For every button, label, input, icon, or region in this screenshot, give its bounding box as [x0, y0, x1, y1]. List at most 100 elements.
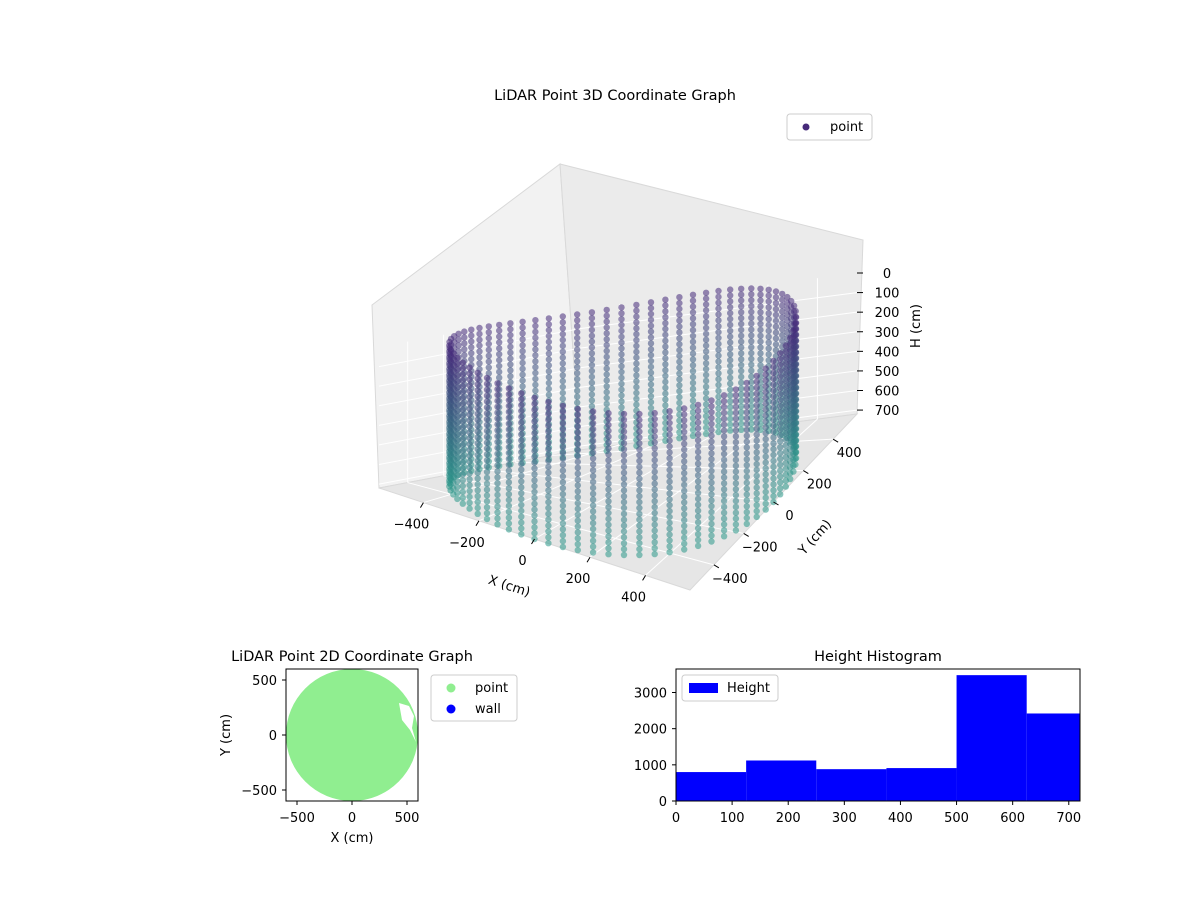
scatter-point-3d — [636, 422, 643, 429]
scatter-point-3d — [738, 315, 745, 322]
scatter-point-3d — [459, 465, 466, 472]
scatter-point-3d — [459, 453, 466, 460]
scatter-point-3d — [720, 427, 728, 434]
scatter-point-3d — [636, 510, 643, 518]
scatter-point-3d — [454, 372, 461, 379]
scatter-point-3d — [483, 468, 491, 476]
scatter-point-3d — [662, 343, 669, 350]
scatter-point-3d — [782, 412, 789, 420]
scatter-point-3d — [651, 533, 658, 540]
scatter-point-3d — [777, 379, 784, 386]
scatter-point-3d — [574, 470, 581, 477]
scatter-point-3d — [559, 479, 567, 486]
scatter-point-3d — [765, 339, 772, 346]
scatter-point-3d — [483, 404, 491, 411]
scatter-point-3d — [559, 348, 566, 355]
scatter-point-3d — [753, 378, 760, 385]
scatter-point-3d — [459, 500, 466, 507]
scatter-point-3d — [762, 465, 769, 472]
scatter-point-3d — [720, 462, 728, 469]
scatter-point-3d — [708, 532, 715, 539]
scatter-point-3d — [694, 407, 702, 414]
scatter-point-3d — [694, 536, 702, 544]
scatter-point-3d — [574, 458, 581, 466]
scatter-point-3d — [727, 339, 734, 346]
scatter-point-3d — [474, 457, 481, 465]
scatter-point-3d — [681, 422, 688, 430]
y-tick-label: 2000 — [634, 723, 667, 738]
scatter-point-3d — [782, 418, 789, 426]
scatter-point-3d — [651, 415, 658, 423]
scatter-point-3d — [476, 324, 483, 332]
scatter-point-3d — [715, 393, 722, 400]
scatter-point-3d — [466, 423, 473, 430]
scatter-point-3d — [505, 420, 513, 427]
scatter-point-3d — [782, 401, 789, 408]
scatter-point-3d — [694, 507, 702, 514]
scatter-point-3d — [662, 390, 669, 397]
scatter-point-3d — [494, 509, 501, 516]
plot2d-gap — [399, 703, 416, 742]
scatter-point-3d — [702, 360, 710, 367]
scatter-point-3d — [518, 495, 525, 503]
histogram-legend-label: Height — [727, 681, 770, 696]
scatter-point-3d — [454, 378, 461, 385]
scatter-point-3d — [647, 304, 655, 312]
scatter-point-3d — [651, 521, 658, 528]
plot3d-legend-marker — [802, 123, 810, 131]
scatter-point-3d — [620, 416, 628, 424]
scatter-point-3d — [777, 414, 784, 422]
scatter-point-3d — [708, 461, 715, 469]
scatter-point-3d — [753, 513, 760, 521]
scatter-point-3d — [483, 498, 491, 505]
scatter-point-3d — [743, 491, 750, 498]
scatter-point-3d — [651, 451, 658, 458]
scatter-point-3d — [518, 501, 525, 509]
scatter-point-3d — [518, 390, 525, 397]
scatter-point-3d — [732, 450, 740, 458]
z-tick-label: 0 — [883, 267, 891, 282]
scatter-point-3d — [757, 350, 764, 357]
y-tick-label: 400 — [837, 446, 862, 461]
scatter-point-3d — [620, 522, 628, 529]
scatter-point-3d — [559, 360, 566, 367]
scatter-point-3d — [676, 405, 683, 412]
scatter-point-3d — [689, 350, 697, 357]
scatter-point-3d — [636, 434, 643, 441]
scatter-point-3d — [777, 391, 784, 398]
scatter-point-3d — [494, 397, 501, 405]
scatter-point-3d — [559, 461, 567, 468]
scatter-point-3d — [720, 421, 728, 428]
scatter-point-3d — [459, 365, 466, 372]
scatter-point-3d — [762, 412, 769, 419]
scatter-point-3d — [715, 428, 722, 436]
scatter-point-3d — [738, 338, 745, 345]
scatter-point-3d — [559, 526, 567, 533]
scatter-point-3d — [738, 309, 745, 316]
scatter-point-3d — [459, 377, 466, 384]
scatter-point-3d — [732, 409, 740, 417]
scatter-point-3d — [748, 314, 755, 321]
scatter-point-3d — [633, 301, 640, 309]
scatter-point-3d — [748, 367, 755, 374]
scatter-point-3d — [715, 358, 722, 365]
plot2d-ylabel: Y (cm) — [219, 714, 234, 757]
scatter-point-3d — [559, 473, 567, 480]
scatter-point-3d — [743, 379, 750, 387]
scatter-point-3d — [545, 321, 553, 328]
scatter-point-3d — [743, 397, 750, 404]
scatter-point-3d — [505, 438, 513, 445]
scatter-point-3d — [559, 372, 566, 379]
scatter-point-3d — [574, 346, 581, 353]
scatter-point-3d — [738, 362, 745, 369]
scatter-point-3d — [588, 385, 596, 392]
plot3d-zlabel: H (cm) — [909, 304, 924, 348]
scatter-point-3d — [770, 463, 777, 470]
scatter-point-3d — [518, 407, 525, 415]
scatter-point-3d — [559, 502, 567, 509]
scatter-point-3d — [559, 537, 567, 545]
scatter-point-3d — [483, 486, 491, 493]
scatter-point-3d — [545, 481, 552, 488]
scatter-point-3d — [715, 323, 722, 330]
scatter-point-3d — [666, 472, 673, 480]
